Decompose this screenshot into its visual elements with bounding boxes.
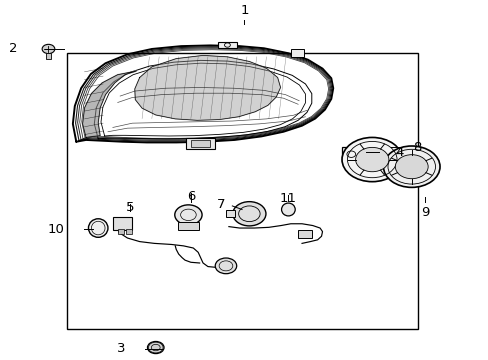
Bar — [66, 53, 417, 329]
Text: 5: 5 — [125, 201, 134, 213]
Circle shape — [383, 146, 439, 187]
Text: 2: 2 — [9, 42, 18, 55]
Bar — [185, 138, 215, 149]
Text: 1: 1 — [240, 4, 248, 17]
Circle shape — [174, 205, 202, 225]
Bar — [126, 229, 132, 234]
Bar — [113, 217, 132, 230]
Bar — [177, 222, 199, 230]
Circle shape — [341, 138, 402, 182]
Ellipse shape — [281, 203, 295, 216]
Circle shape — [147, 342, 163, 354]
Text: 8: 8 — [412, 140, 420, 154]
Text: 3: 3 — [116, 342, 125, 355]
Circle shape — [394, 155, 427, 179]
Text: 7: 7 — [216, 198, 224, 211]
Circle shape — [232, 202, 265, 226]
Bar — [118, 229, 123, 234]
Bar — [290, 49, 304, 57]
Bar — [341, 148, 360, 161]
Text: 6: 6 — [186, 190, 195, 203]
Text: 11: 11 — [279, 192, 296, 204]
Text: 10: 10 — [47, 222, 64, 235]
Circle shape — [215, 258, 236, 274]
Polygon shape — [82, 71, 136, 138]
Text: 4: 4 — [395, 146, 403, 159]
Circle shape — [355, 147, 388, 172]
Circle shape — [42, 44, 55, 54]
Text: 9: 9 — [420, 206, 428, 219]
Bar — [225, 210, 234, 217]
Bar — [217, 42, 237, 48]
Bar — [190, 140, 210, 147]
Bar — [45, 53, 51, 59]
Polygon shape — [135, 55, 280, 120]
Ellipse shape — [88, 219, 108, 237]
Bar — [298, 230, 311, 238]
